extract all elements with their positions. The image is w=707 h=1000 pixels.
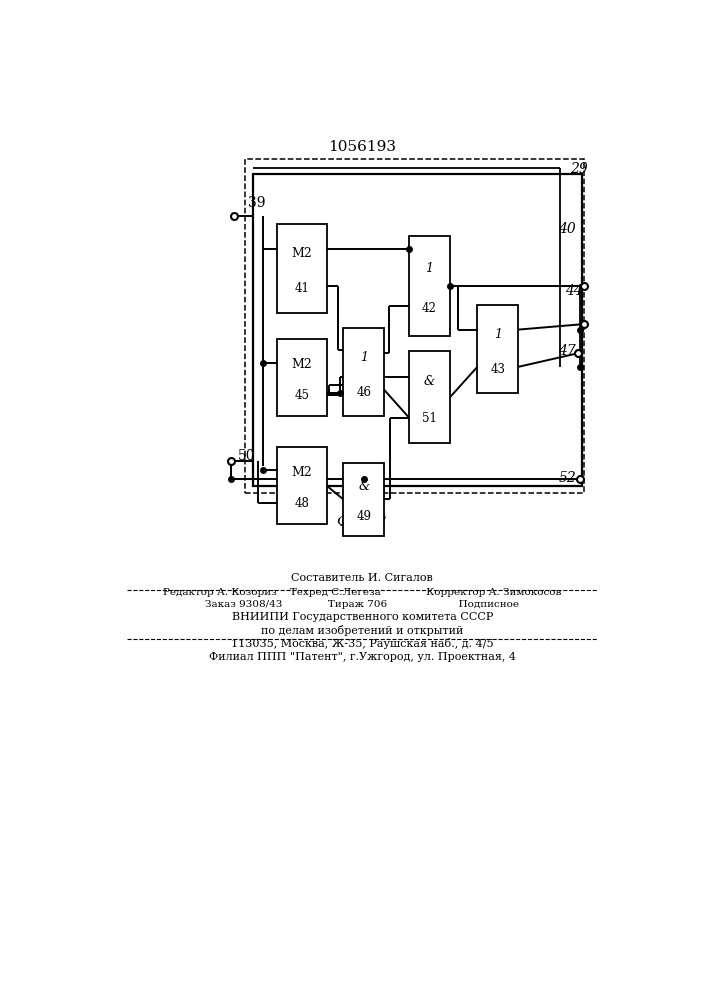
Text: 48: 48 bbox=[295, 497, 310, 510]
Text: 42: 42 bbox=[422, 302, 437, 315]
Text: 45: 45 bbox=[295, 389, 310, 402]
Text: 1: 1 bbox=[360, 351, 368, 364]
Text: Заказ 9308/43              Тираж 706                      Подписное: Заказ 9308/43 Тираж 706 Подписное bbox=[205, 600, 520, 609]
Text: 50: 50 bbox=[238, 449, 255, 463]
Text: 47: 47 bbox=[559, 344, 576, 358]
Text: 39: 39 bbox=[248, 196, 266, 210]
Text: М2: М2 bbox=[292, 358, 312, 371]
Text: 52: 52 bbox=[559, 471, 576, 485]
FancyBboxPatch shape bbox=[277, 447, 327, 524]
Text: Филиал ППП "Патент", г.Ужгород, ул. Проектная, 4: Филиал ППП "Патент", г.Ужгород, ул. Прое… bbox=[209, 652, 516, 662]
Text: 49: 49 bbox=[356, 510, 371, 523]
Text: &: & bbox=[358, 480, 369, 493]
FancyBboxPatch shape bbox=[277, 224, 327, 312]
FancyBboxPatch shape bbox=[409, 235, 450, 336]
Text: 1056193: 1056193 bbox=[328, 140, 397, 154]
FancyBboxPatch shape bbox=[343, 463, 385, 536]
Text: 1: 1 bbox=[426, 262, 433, 275]
Text: 51: 51 bbox=[422, 412, 437, 425]
Text: 43: 43 bbox=[491, 363, 506, 376]
Text: 40: 40 bbox=[559, 222, 576, 236]
Text: Фиг. 2: Фиг. 2 bbox=[337, 515, 387, 529]
Text: М2: М2 bbox=[292, 466, 312, 479]
Text: 113035, Москва, Ж-35, Раушская наб., д. 4/5: 113035, Москва, Ж-35, Раушская наб., д. … bbox=[231, 638, 493, 649]
Text: 44: 44 bbox=[565, 284, 583, 298]
FancyBboxPatch shape bbox=[477, 305, 518, 393]
FancyBboxPatch shape bbox=[253, 174, 581, 486]
Text: 41: 41 bbox=[295, 282, 310, 295]
Text: 46: 46 bbox=[356, 386, 371, 399]
Text: 1: 1 bbox=[494, 328, 502, 341]
Text: Редактор А. Козориз    Техред С.Легеза              Корректор А. Зимокосов: Редактор А. Козориз Техред С.Легеза Корр… bbox=[163, 588, 561, 597]
Text: Составитель И. Сигалов: Составитель И. Сигалов bbox=[291, 573, 433, 583]
Text: ВНИИПИ Государственного комитета СССР: ВНИИПИ Государственного комитета СССР bbox=[232, 612, 493, 622]
FancyBboxPatch shape bbox=[343, 328, 385, 416]
FancyBboxPatch shape bbox=[409, 351, 450, 443]
Text: 29: 29 bbox=[571, 162, 588, 176]
Text: &: & bbox=[424, 375, 435, 388]
Text: по делам изобретений и открытий: по делам изобретений и открытий bbox=[261, 625, 464, 636]
FancyBboxPatch shape bbox=[277, 339, 327, 416]
Text: М2: М2 bbox=[292, 247, 312, 260]
